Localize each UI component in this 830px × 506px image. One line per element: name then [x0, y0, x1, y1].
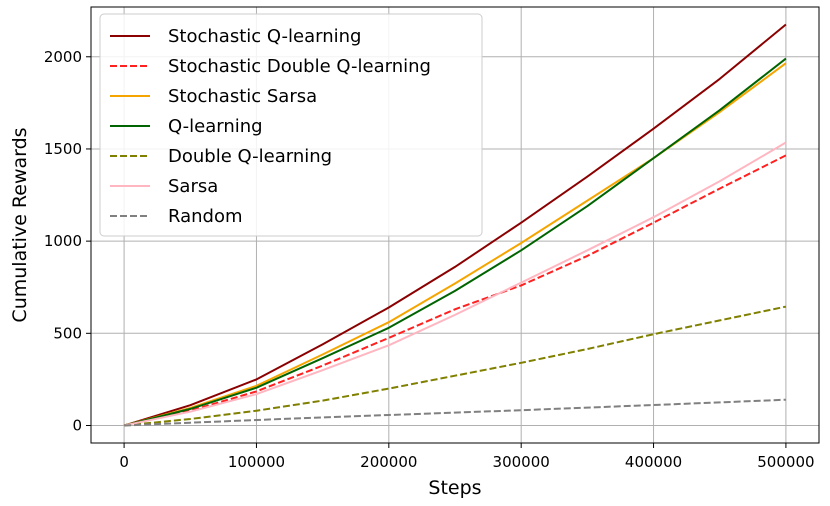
- y-tick-label: 500: [53, 324, 82, 342]
- legend-label-stochastic-double-q-learning: Stochastic Double Q-learning: [168, 56, 431, 77]
- x-tick-label: 200000: [360, 453, 417, 471]
- series-line-q-learning: [123, 57, 787, 427]
- legend-label-q-learning: Q-learning: [168, 116, 263, 137]
- legend-label-stochastic-sarsa: Stochastic Sarsa: [168, 86, 317, 107]
- series-line-double-q-learning: [124, 305, 787, 427]
- tick-marks: [86, 56, 787, 448]
- legend-label-stochastic-q-learning: Stochastic Q-learning: [168, 26, 361, 47]
- x-tick-label: 0: [119, 453, 129, 471]
- y-tick-label: 1500: [44, 140, 82, 158]
- y-tick-label: 0: [72, 416, 82, 434]
- series-lines: [123, 23, 787, 427]
- plot-frame: [90, 6, 820, 444]
- y-tick-label: 1000: [44, 232, 82, 250]
- legend-box: [99, 13, 483, 237]
- tick-labels: 0 100000 200000 300000 400000 500000 0 500 1000 1…: [44, 48, 815, 471]
- y-axis-label: Cumulative Rewards: [9, 127, 31, 322]
- x-tick-label: 400000: [625, 453, 682, 471]
- legend-label-sarsa: Sarsa: [168, 176, 218, 197]
- y-tick-label: 2000: [44, 48, 82, 66]
- legend-label-random: Random: [168, 206, 243, 227]
- series-line-random: [124, 398, 786, 427]
- x-tick-label: 500000: [757, 453, 814, 471]
- legend-label-double-q-learning: Double Q-learning: [168, 146, 332, 167]
- series-line-stochastic-double-q-learning: [123, 154, 787, 427]
- x-tick-label: 100000: [228, 453, 285, 471]
- x-tick-label: 300000: [493, 453, 550, 471]
- legend: Stochastic Q-learning Stochastic Double Q…: [99, 13, 483, 237]
- x-axis-label: Steps: [428, 477, 481, 499]
- series-line-stochastic-q-learning: [123, 23, 787, 427]
- series-line-sarsa: [123, 141, 787, 427]
